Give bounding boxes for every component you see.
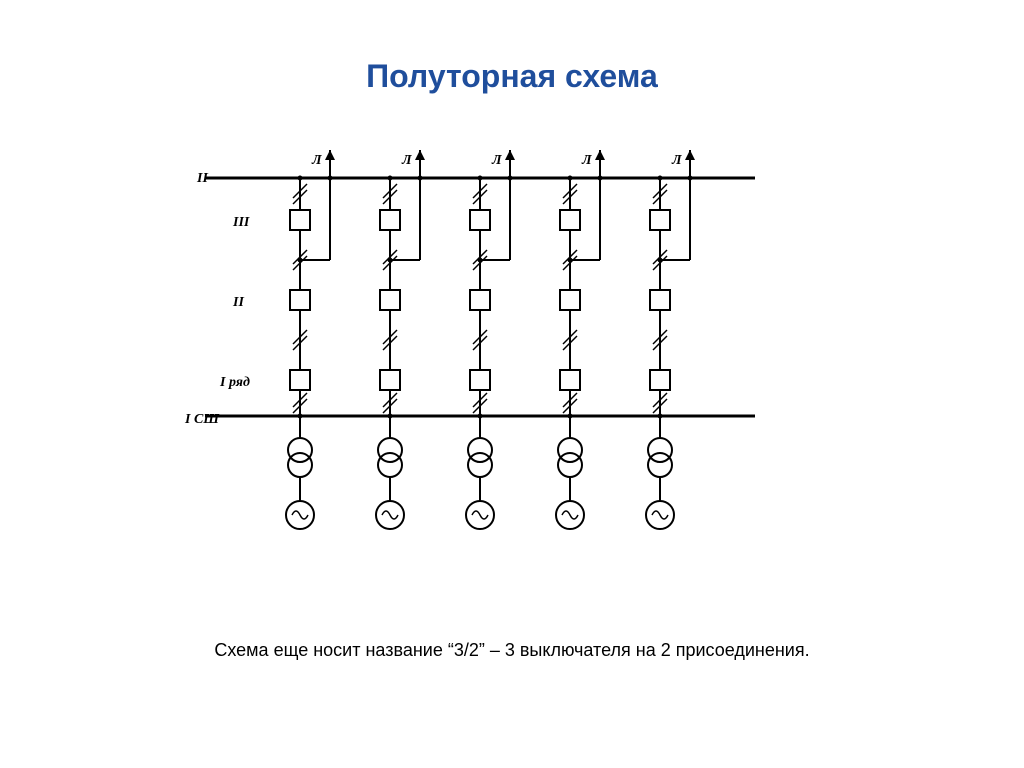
svg-text:II: II <box>196 171 208 186</box>
svg-text:Л: Л <box>671 153 682 168</box>
svg-text:Л: Л <box>581 153 592 168</box>
svg-text:Л: Л <box>311 153 322 168</box>
svg-text:Л: Л <box>491 153 502 168</box>
svg-text:III: III <box>232 215 250 230</box>
svg-text:Л: Л <box>401 153 412 168</box>
svg-text:II: II <box>232 295 244 310</box>
svg-text:I СШ: I СШ <box>184 412 220 427</box>
svg-text:I ряд: I ряд <box>219 375 250 390</box>
slide-caption: Схема еще носит название “3/2” – 3 выклю… <box>0 640 1024 661</box>
slide-title: Полуторная схема <box>0 58 1024 95</box>
electrical-diagram: IIIIIIII рядI СШЛЛЛЛЛ <box>175 140 815 560</box>
